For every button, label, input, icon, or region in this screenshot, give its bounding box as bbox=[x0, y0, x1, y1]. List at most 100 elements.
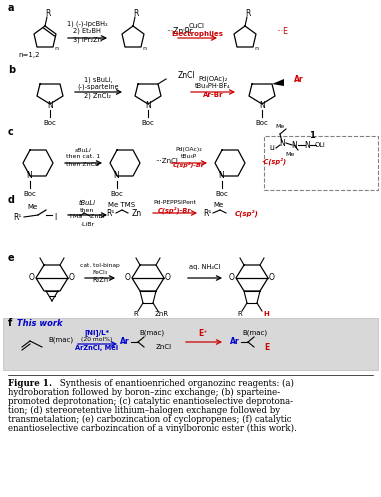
Text: Ar-Br: Ar-Br bbox=[203, 92, 223, 98]
Text: E⁺: E⁺ bbox=[199, 329, 208, 337]
Text: [Ni]/L*: [Ni]/L* bbox=[85, 330, 110, 336]
Text: R¹: R¹ bbox=[203, 209, 212, 218]
Text: R: R bbox=[45, 8, 51, 17]
Text: enantioselective carbozincation of a vinylboronic ester (this work).: enantioselective carbozincation of a vin… bbox=[8, 423, 297, 432]
Text: (-)-sparteine: (-)-sparteine bbox=[77, 84, 119, 90]
Text: Boc: Boc bbox=[43, 120, 56, 126]
Text: Ar: Ar bbox=[120, 337, 130, 346]
Polygon shape bbox=[272, 79, 284, 86]
Text: OLi: OLi bbox=[315, 142, 325, 148]
Text: ···E: ···E bbox=[276, 27, 288, 36]
Text: a: a bbox=[8, 3, 14, 13]
Text: ZnR: ZnR bbox=[155, 311, 169, 317]
Text: tBu₃PH·BF₄: tBu₃PH·BF₄ bbox=[195, 83, 231, 89]
Text: ZnCl: ZnCl bbox=[178, 72, 195, 81]
Text: Electrophiles: Electrophiles bbox=[171, 31, 223, 37]
Bar bbox=[3, 318, 378, 370]
Text: c: c bbox=[8, 127, 14, 137]
Text: 3) iPr₂Zn: 3) iPr₂Zn bbox=[72, 37, 101, 43]
Text: N: N bbox=[304, 141, 310, 150]
Text: Me: Me bbox=[213, 202, 223, 208]
Text: Li: Li bbox=[269, 145, 275, 151]
Text: Boc: Boc bbox=[216, 191, 229, 197]
Text: H: H bbox=[263, 311, 269, 317]
Text: Zn: Zn bbox=[132, 209, 142, 218]
Text: ArZnCl, MeI: ArZnCl, MeI bbox=[75, 345, 118, 351]
Text: aq. NH₄Cl: aq. NH₄Cl bbox=[189, 264, 221, 270]
Text: tion; (d) stereoretentive lithium–halogen exchange followed by: tion; (d) stereoretentive lithium–haloge… bbox=[8, 406, 280, 414]
Text: b: b bbox=[8, 65, 15, 75]
Text: R: R bbox=[134, 311, 138, 317]
Text: tBu₃P: tBu₃P bbox=[181, 155, 197, 160]
Text: B(mac): B(mac) bbox=[242, 330, 267, 336]
Text: then: then bbox=[80, 208, 94, 213]
Text: C(sp²): C(sp²) bbox=[235, 209, 259, 217]
Text: Boc: Boc bbox=[110, 191, 123, 197]
Text: transmetalation; (e) carbozincation of cyclopropenes; (f) catalytic: transmetalation; (e) carbozincation of c… bbox=[8, 414, 291, 423]
Text: Ar: Ar bbox=[294, 76, 304, 84]
Text: (20 mol%): (20 mol%) bbox=[81, 337, 113, 342]
Text: ···ZnⁱPr: ···ZnⁱPr bbox=[166, 27, 192, 36]
Text: Me: Me bbox=[285, 152, 295, 157]
Text: N: N bbox=[279, 139, 285, 148]
Text: O: O bbox=[125, 273, 131, 282]
Text: tBuLi: tBuLi bbox=[78, 200, 96, 206]
Text: R¹: R¹ bbox=[107, 209, 115, 218]
Text: cat. tol-binap: cat. tol-binap bbox=[80, 262, 120, 267]
Text: 1: 1 bbox=[309, 132, 315, 141]
Text: ·LiBr: ·LiBr bbox=[80, 222, 94, 227]
Text: E: E bbox=[264, 342, 269, 351]
Text: N: N bbox=[26, 171, 32, 180]
Text: Boc: Boc bbox=[24, 191, 37, 197]
Text: N: N bbox=[113, 171, 119, 180]
Text: R: R bbox=[133, 8, 139, 17]
Text: B(mac): B(mac) bbox=[48, 337, 73, 343]
Text: ZnCl: ZnCl bbox=[156, 344, 172, 350]
Text: N: N bbox=[218, 171, 224, 180]
Text: B(mac): B(mac) bbox=[139, 330, 165, 336]
Text: Pd-PEPPSIPent: Pd-PEPPSIPent bbox=[154, 199, 197, 204]
Text: R₂Zn: R₂Zn bbox=[92, 277, 108, 283]
Text: O: O bbox=[269, 273, 275, 282]
Text: Synthesis of enantioenriched organozinc reagents: (a): Synthesis of enantioenriched organozinc … bbox=[57, 378, 294, 388]
Text: Pd(OAc)₂: Pd(OAc)₂ bbox=[199, 76, 228, 82]
Text: n=1,2: n=1,2 bbox=[18, 52, 40, 58]
Text: This work: This work bbox=[14, 319, 62, 328]
Text: sBuLi: sBuLi bbox=[75, 148, 91, 153]
Text: 1) (-)-IpcBH₂: 1) (-)-IpcBH₂ bbox=[67, 21, 107, 27]
Text: Me: Me bbox=[275, 125, 285, 130]
Text: n: n bbox=[54, 47, 58, 52]
Text: N: N bbox=[47, 100, 53, 109]
Text: N: N bbox=[291, 141, 297, 150]
Text: then ZnCl₂: then ZnCl₂ bbox=[66, 163, 99, 167]
Text: Boc: Boc bbox=[256, 120, 269, 126]
Text: n: n bbox=[254, 47, 258, 52]
Text: Ar: Ar bbox=[231, 337, 240, 346]
Text: Pd(OAc)₂: Pd(OAc)₂ bbox=[176, 148, 202, 153]
Text: N: N bbox=[145, 100, 151, 109]
Text: promoted deprotonation; (c) catalytic enantioselective deprotona-: promoted deprotonation; (c) catalytic en… bbox=[8, 397, 293, 406]
Text: FeCl₃: FeCl₃ bbox=[93, 269, 107, 274]
Text: C(sp²)-Br: C(sp²)-Br bbox=[158, 206, 192, 214]
Text: ·C(sp²): ·C(sp²) bbox=[261, 157, 286, 165]
Text: Figure 1.: Figure 1. bbox=[8, 379, 52, 388]
Text: N: N bbox=[259, 100, 265, 109]
Text: ···ZnCl: ···ZnCl bbox=[155, 158, 178, 164]
Text: Me: Me bbox=[27, 204, 37, 210]
Text: R: R bbox=[245, 8, 251, 17]
Text: e: e bbox=[8, 253, 14, 263]
Text: Me TMS: Me TMS bbox=[109, 202, 136, 208]
Text: Boc: Boc bbox=[142, 120, 154, 126]
Text: I: I bbox=[54, 213, 56, 222]
FancyBboxPatch shape bbox=[264, 136, 378, 190]
Text: O: O bbox=[229, 273, 235, 282]
Text: O: O bbox=[165, 273, 171, 282]
Text: d: d bbox=[8, 195, 15, 205]
Text: n: n bbox=[142, 47, 146, 52]
Text: O: O bbox=[69, 273, 75, 282]
Text: R¹: R¹ bbox=[14, 213, 22, 222]
Text: hydroboration followed by boron–zinc exchange; (b) sparteine-: hydroboration followed by boron–zinc exc… bbox=[8, 388, 280, 397]
Text: TMS    ZnBr: TMS ZnBr bbox=[69, 215, 105, 220]
Text: CuCl: CuCl bbox=[189, 23, 205, 29]
Text: f: f bbox=[8, 318, 12, 328]
